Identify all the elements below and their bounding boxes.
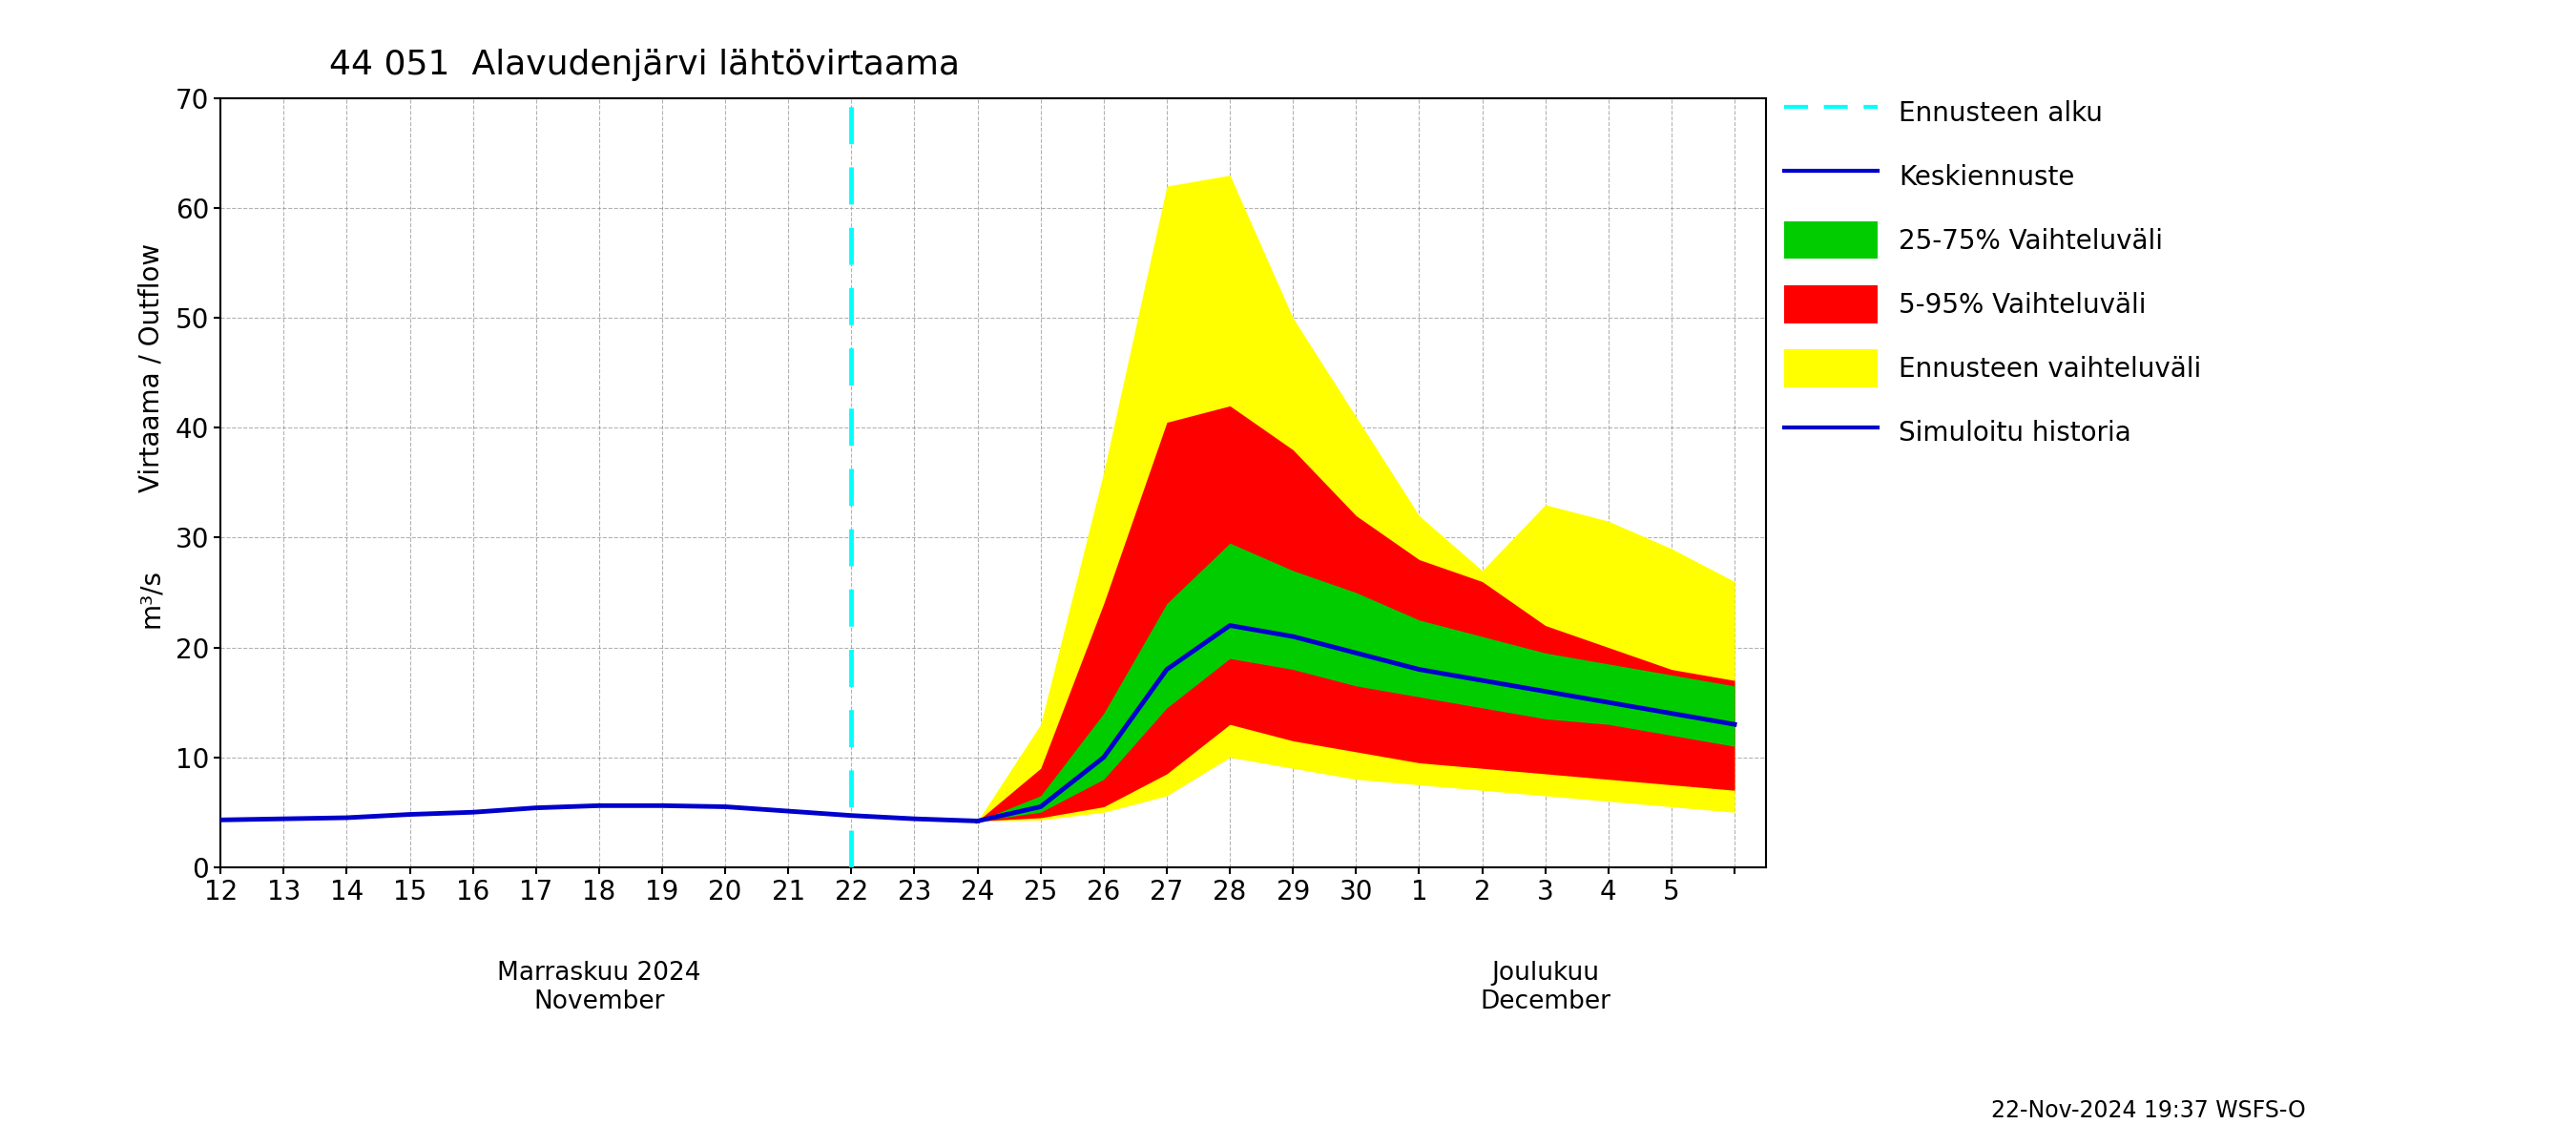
Text: m³/s: m³/s: [137, 568, 165, 627]
Text: Joulukuu
December: Joulukuu December: [1481, 961, 1610, 1014]
Text: 22-Nov-2024 19:37 WSFS-O: 22-Nov-2024 19:37 WSFS-O: [1991, 1099, 2306, 1122]
Text: Virtaama / Outflow: Virtaama / Outflow: [137, 243, 165, 492]
Text: 44 051  Alavudenjärvi lähtövirtaama: 44 051 Alavudenjärvi lähtövirtaama: [330, 48, 958, 81]
Text: Marraskuu 2024
November: Marraskuu 2024 November: [497, 961, 701, 1014]
Legend: Ennusteen alku, Keskiennuste, 25-75% Vaihteluväli, 5-95% Vaihteluväli, Ennusteen: Ennusteen alku, Keskiennuste, 25-75% Vai…: [1775, 82, 2213, 461]
